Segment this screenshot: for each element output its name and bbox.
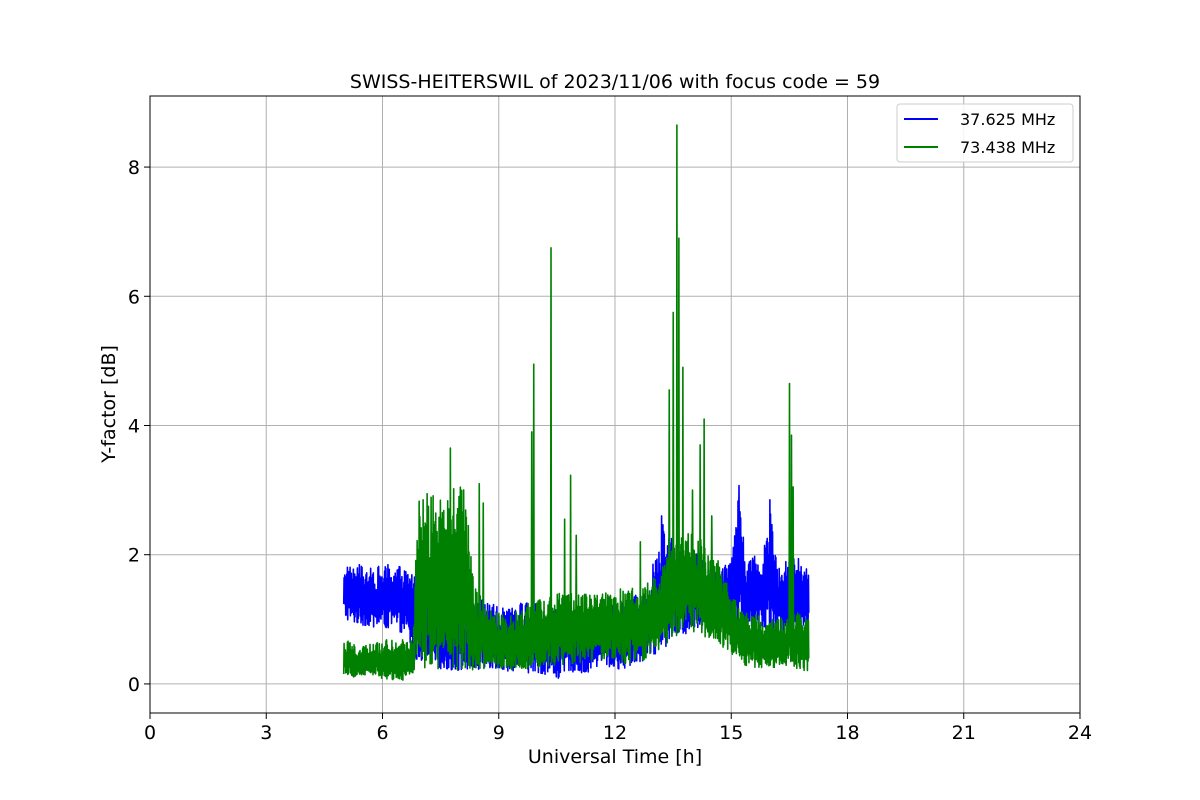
y-tick-label: 6 <box>128 286 140 308</box>
legend-label: 37.625 MHz <box>960 110 1055 129</box>
legend-label: 73.438 MHz <box>960 138 1055 157</box>
legend-box <box>896 103 1074 163</box>
chart-title: SWISS-HEITERSWIL of 2023/11/06 with focu… <box>350 71 880 93</box>
x-tick-label: 15 <box>719 722 743 744</box>
x-tick-label: 21 <box>952 722 976 744</box>
y-ticks: 0 2 4 6 8 <box>128 157 150 696</box>
legend: 37.625 MHz 73.438 MHz <box>896 103 1074 163</box>
series-line-2 <box>342 124 810 681</box>
x-tick-label: 12 <box>603 722 627 744</box>
grid <box>149 96 1081 713</box>
x-axis-label: Universal Time [h] <box>528 746 702 768</box>
y-axis-label: Y-factor [dB] <box>98 345 120 464</box>
x-tick-label: 3 <box>260 722 272 744</box>
x-tick-label: 24 <box>1068 722 1092 744</box>
x-tick-label: 9 <box>493 722 505 744</box>
y-tick-label: 8 <box>128 157 140 179</box>
x-tick-label: 6 <box>376 722 388 744</box>
series-layer <box>342 124 810 681</box>
y-tick-label: 4 <box>128 415 140 437</box>
y-tick-label: 0 <box>128 674 140 696</box>
y-tick-label: 2 <box>128 545 140 567</box>
x-tick-label: 18 <box>835 722 859 744</box>
x-ticks: 0 3 6 9 12 15 18 21 24 <box>144 713 1092 744</box>
x-tick-label: 0 <box>144 722 156 744</box>
